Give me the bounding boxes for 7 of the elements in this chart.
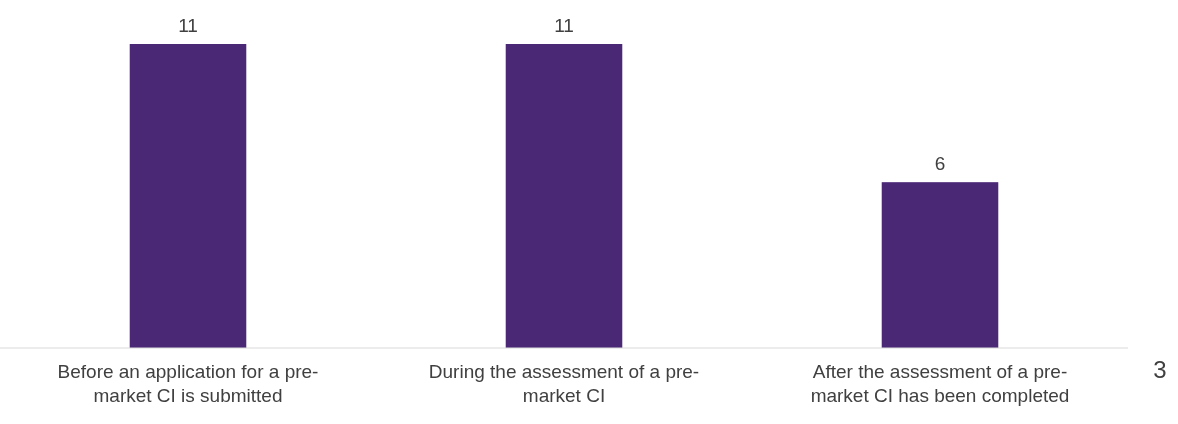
x-tick-label: After the assessment of a pre-market CI has been completed: [810, 361, 1070, 406]
data-label: 11: [178, 15, 198, 36]
x-tick-label: During the assessment of a pre-market CI: [428, 361, 700, 406]
data-label: 6: [934, 153, 946, 175]
data-label: 11: [554, 15, 574, 36]
x-tick-label: Before an application for a pre-market CI is submitted: [57, 361, 319, 406]
text: 3: [1153, 356, 1167, 383]
